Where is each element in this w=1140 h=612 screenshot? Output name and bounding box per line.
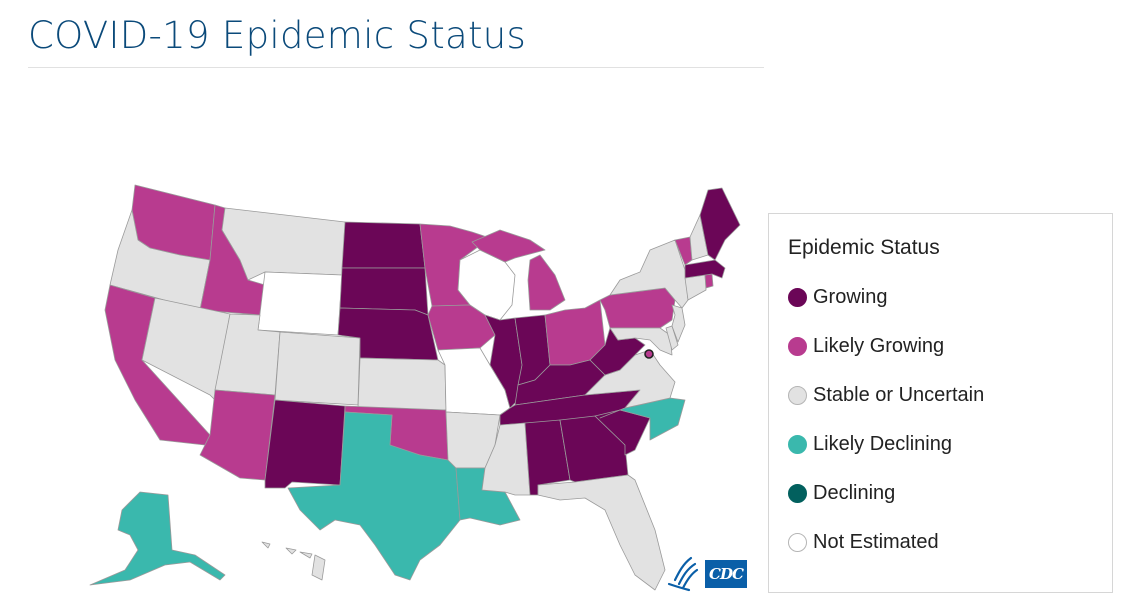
state-nv[interactable] xyxy=(141,297,231,401)
footer-logos: CDC xyxy=(665,554,747,594)
likely-growing-swatch-icon xyxy=(788,337,807,356)
state-sd[interactable] xyxy=(339,267,429,316)
state-mi[interactable] xyxy=(471,229,566,311)
likely-declining-swatch-icon xyxy=(788,435,807,454)
map-svg xyxy=(89,184,741,591)
state-ri[interactable] xyxy=(704,273,714,289)
legend-label: Not Estimated xyxy=(813,531,939,553)
legend-item-growing[interactable]: Growing xyxy=(788,286,887,309)
title-divider xyxy=(28,67,764,68)
state-fl[interactable] xyxy=(537,474,666,591)
legend-item-likely-declining[interactable]: Likely Declining xyxy=(788,433,952,456)
cdc-logo: CDC xyxy=(705,560,747,588)
legend-panel: Epidemic Status Growing Likely Growing S… xyxy=(768,213,1113,593)
state-de[interactable] xyxy=(665,325,679,351)
legend-label: Declining xyxy=(813,482,896,504)
legend-label: Likely Growing xyxy=(813,335,945,357)
state-md[interactable] xyxy=(609,327,673,356)
state-hi[interactable] xyxy=(261,541,326,581)
legend-label: Likely Declining xyxy=(813,433,952,455)
us-epidemic-map xyxy=(60,150,760,600)
hhs-eagle-logo-icon xyxy=(667,556,699,592)
page-title: COVID-19 Epidemic Status xyxy=(28,14,527,57)
state-ct[interactable] xyxy=(684,274,707,301)
stable-swatch-icon xyxy=(788,386,807,405)
state-nm[interactable] xyxy=(264,399,346,489)
state-nj[interactable] xyxy=(671,304,686,343)
state-ak[interactable] xyxy=(89,491,226,586)
legend-title: Epidemic Status xyxy=(788,236,940,259)
state-ma[interactable] xyxy=(684,259,726,279)
growing-swatch-icon xyxy=(788,288,807,307)
state-dc-marker[interactable] xyxy=(644,349,654,359)
state-ms[interactable] xyxy=(481,422,531,496)
legend-item-likely-growing[interactable]: Likely Growing xyxy=(788,335,944,358)
state-nd[interactable] xyxy=(341,221,426,269)
legend-label: Stable or Uncertain xyxy=(813,384,985,406)
state-me[interactable] xyxy=(699,187,741,261)
state-il[interactable] xyxy=(484,314,523,409)
declining-swatch-icon xyxy=(788,484,807,503)
legend-item-declining[interactable]: Declining xyxy=(788,482,895,505)
state-az[interactable] xyxy=(199,389,276,481)
state-ks[interactable] xyxy=(357,357,447,411)
legend-item-not-estimated[interactable]: Not Estimated xyxy=(788,531,939,554)
not-estimated-swatch-icon xyxy=(788,533,807,552)
legend-item-stable[interactable]: Stable or Uncertain xyxy=(788,384,984,407)
state-wv[interactable] xyxy=(589,327,646,376)
legend-label: Growing xyxy=(813,286,888,308)
state-wy[interactable] xyxy=(257,271,343,336)
state-tx[interactable] xyxy=(287,411,461,581)
state-co[interactable] xyxy=(274,331,361,406)
